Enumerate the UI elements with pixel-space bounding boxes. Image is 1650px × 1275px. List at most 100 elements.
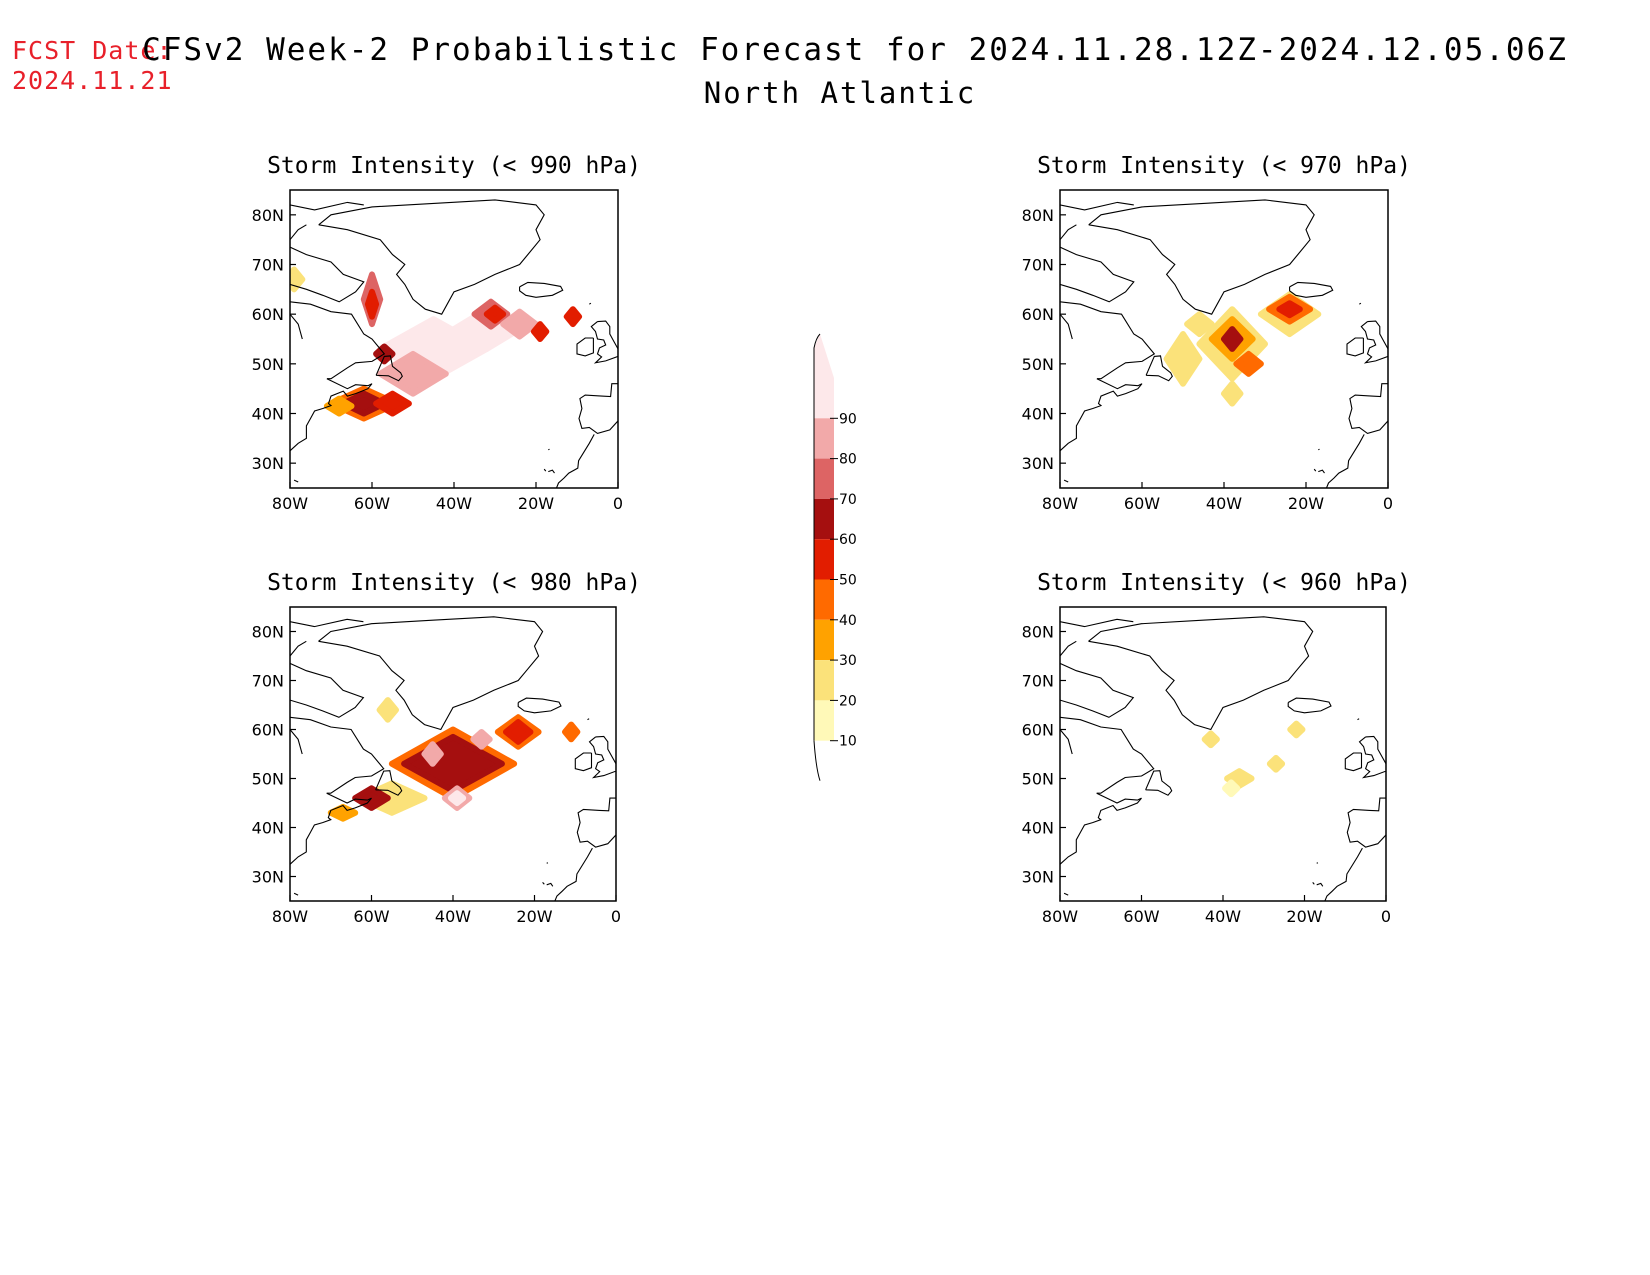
coastline: [1060, 246, 1135, 303]
coastlines: [1060, 616, 1386, 901]
y-tick-label: 40N: [1022, 405, 1054, 424]
probability-cell: [1222, 779, 1241, 798]
probability-cell: [1221, 380, 1244, 407]
probability-cell: [323, 395, 355, 417]
coastline: [1145, 770, 1173, 796]
y-tick-label: 60N: [1022, 721, 1054, 740]
x-tick-label: 40W: [436, 494, 472, 513]
coastline: [1088, 199, 1315, 315]
panel-title: Storm Intensity (< 960 hPa): [1037, 570, 1411, 596]
x-tick-label: 80W: [1042, 907, 1078, 926]
coastline: [290, 716, 385, 794]
coastline: [1318, 448, 1320, 451]
coastline: [1360, 320, 1388, 364]
probability-cell: [483, 304, 507, 324]
colorbar-swatch: [814, 579, 834, 620]
probability-cell: [1233, 350, 1264, 377]
colorbar-label: 20: [839, 693, 857, 709]
x-tick-label: 0: [1383, 494, 1393, 513]
coastline: [519, 281, 564, 298]
probability-cell: [364, 288, 380, 320]
colorbar-label: 70: [839, 492, 857, 508]
probability-field: [327, 697, 581, 822]
coastline: [1346, 337, 1364, 357]
probability-cell: [421, 741, 444, 767]
y-tick-label: 50N: [252, 770, 284, 789]
coastline: [1060, 640, 1077, 657]
coastline: [1060, 618, 1134, 628]
region-subtitle: North Atlantic: [703, 76, 977, 110]
coastline: [588, 735, 616, 779]
coastline: [1060, 224, 1077, 241]
probability-cell: [1221, 326, 1244, 352]
probability-cell: [470, 728, 493, 750]
x-tick-label: 0: [613, 494, 623, 513]
coastline: [290, 301, 386, 380]
coastline: [290, 224, 307, 241]
coastline: [590, 320, 618, 364]
probability-cell: [563, 306, 583, 328]
y-tick-label: 80N: [252, 206, 284, 225]
coastline: [290, 378, 373, 452]
probability-cell: [530, 321, 550, 342]
map-panel-970-hpa: Storm Intensity (< 970 hPa) 80W 60W 40W 20W 0…: [1022, 153, 1411, 513]
coastline: [1359, 302, 1362, 305]
y-tick-label: 80N: [1022, 623, 1054, 642]
colorbar-swatch: [814, 458, 834, 499]
probability-cell: [373, 390, 412, 417]
forecast-date-label: FCST Date: 2024.11.21: [12, 36, 173, 96]
coastline: [1312, 882, 1315, 885]
panel-title: Storm Intensity (< 980 hPa): [267, 570, 641, 596]
coastline: [1325, 434, 1365, 488]
x-tick-label: 20W: [1288, 494, 1324, 513]
colorbar: 10 20 30 40 50 60 70 80 90: [813, 333, 857, 781]
x-tick-label: 40W: [1205, 907, 1241, 926]
probability-cell: [1266, 754, 1286, 773]
y-tick-label: 80N: [252, 623, 284, 642]
coastline: [517, 697, 562, 714]
x-tick-label: 20W: [518, 494, 554, 513]
coastline: [290, 792, 372, 865]
coastline: [542, 882, 545, 885]
y-tick-label: 80N: [1022, 206, 1054, 225]
x-tick-label: 60W: [1124, 494, 1160, 513]
coastline: [578, 383, 618, 435]
coastline: [1088, 616, 1314, 731]
coastline: [290, 662, 365, 718]
x-tick-label: 20W: [516, 907, 552, 926]
probability-cell: [447, 790, 467, 806]
coastline: [1060, 792, 1142, 865]
coastline: [290, 246, 365, 303]
probability-cell: [1276, 300, 1303, 319]
y-tick-label: 40N: [252, 819, 284, 838]
y-tick-label: 60N: [252, 721, 284, 740]
x-tick-label: 20W: [1286, 907, 1322, 926]
colorbar-label: 60: [839, 532, 857, 548]
y-tick-label: 60N: [1022, 305, 1054, 324]
colorbar-bottom-arrow: [813, 740, 821, 781]
colorbar-label: 50: [839, 573, 857, 589]
coastline: [318, 616, 544, 731]
coastline: [290, 201, 364, 211]
probability-cell: [502, 719, 534, 745]
colorbar-swatch: [814, 418, 834, 459]
x-tick-label: 40W: [1206, 494, 1242, 513]
coastline: [293, 892, 299, 896]
y-tick-label: 50N: [1022, 770, 1054, 789]
coastline: [290, 640, 307, 657]
probability-cell: [290, 266, 306, 293]
y-tick-label: 30N: [1022, 454, 1054, 473]
coastline: [1348, 383, 1388, 435]
coastline: [1063, 479, 1069, 483]
y-tick-label: 30N: [252, 454, 284, 473]
probability-cell: [1163, 331, 1203, 387]
coastline: [576, 797, 616, 848]
x-tick-label: 80W: [272, 494, 308, 513]
y-tick-label: 70N: [1022, 256, 1054, 275]
coastline: [546, 862, 549, 864]
colorbar-top-arrow: [814, 334, 834, 378]
coastline: [1324, 847, 1363, 901]
map-panel-980-hpa: Storm Intensity (< 980 hPa) 80W 60W 40W 20W 0…: [252, 570, 641, 926]
y-tick-label: 70N: [252, 256, 284, 275]
y-tick-label: 70N: [252, 672, 284, 691]
